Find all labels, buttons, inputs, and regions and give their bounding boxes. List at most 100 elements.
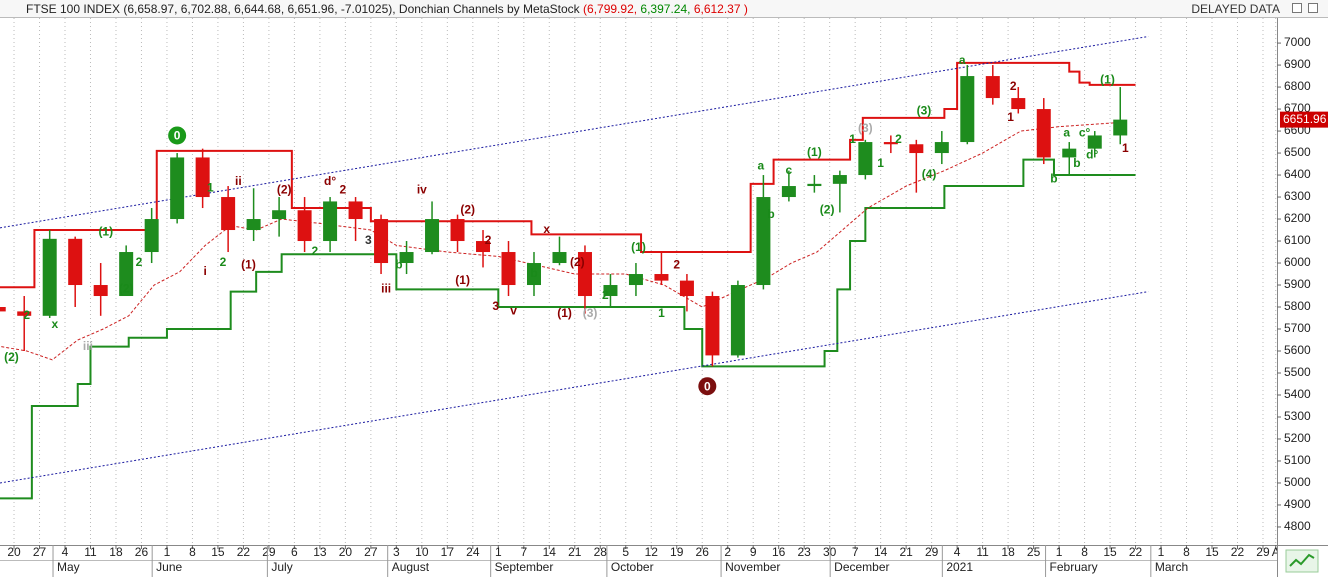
wave-label: x [51, 317, 58, 331]
candle-body [348, 201, 363, 220]
candle-body [195, 157, 210, 198]
candle-body [297, 210, 312, 242]
month-label: March [1155, 560, 1188, 574]
y-tick-label: 5600 [1284, 343, 1311, 357]
wave-label: v [510, 304, 517, 318]
wave-marker [168, 126, 187, 145]
x-tick-label: 7 [520, 545, 527, 559]
wave-label: (1) [98, 224, 113, 238]
candle-body [42, 238, 57, 316]
candle-body [68, 238, 83, 286]
wave-label: 2 [673, 257, 680, 271]
wave-label: 1 [1122, 141, 1129, 155]
candle-body [374, 219, 389, 264]
wave-label: d° [1086, 147, 1098, 161]
y-tick-label: 6100 [1284, 233, 1311, 247]
wave-label: (2) [570, 255, 585, 269]
x-tick-label: 3 [393, 545, 400, 559]
candle-body [1036, 109, 1051, 158]
wave-label: 2 [311, 244, 318, 258]
wave-label: (2) [820, 202, 835, 216]
x-tick-label: 8 [189, 545, 196, 559]
wave-label: 2 [485, 233, 492, 247]
wave-marker [698, 377, 717, 396]
x-tick-label: 24 [466, 545, 480, 559]
wave-label: iii [381, 282, 391, 296]
candle-body [807, 183, 822, 187]
candle-body [93, 285, 108, 297]
wave-label: d° [324, 174, 336, 188]
candle-body [654, 274, 669, 281]
wave-label: (1) [631, 240, 646, 254]
candle-body [425, 219, 440, 253]
x-tick-label: 14 [874, 545, 888, 559]
channel-trend-lower [0, 291, 1149, 484]
last-price-label: 6651.96 [1283, 112, 1327, 126]
month-label: December [834, 560, 889, 574]
wave-label: (1) [241, 257, 256, 271]
x-tick-label: 13 [313, 545, 327, 559]
y-tick-label: 5500 [1284, 365, 1311, 379]
header-bar: FTSE 100 INDEX (6,658.97, 6,702.88, 6,64… [0, 0, 1328, 18]
wave-label: 0 [704, 379, 711, 393]
x-tick-label: 21 [568, 545, 582, 559]
wave-label: b [1073, 156, 1080, 170]
candle-body [450, 219, 465, 242]
wave-label: 2 [602, 288, 609, 302]
wave-label: 2 [23, 308, 30, 322]
wave-label: 3 [365, 233, 372, 247]
wave-label: 2 [220, 255, 227, 269]
candle-body [679, 280, 694, 297]
y-tick-label: 5900 [1284, 277, 1311, 291]
x-tick-label: 28 [594, 545, 608, 559]
wave-label: (1) [455, 273, 470, 287]
candle-body [399, 252, 414, 264]
wave-label: (1) [1100, 73, 1115, 87]
x-tick-label: 15 [211, 545, 225, 559]
y-tick-label: 5400 [1284, 387, 1311, 401]
x-tick-label: A [1272, 545, 1280, 559]
date-axis: 20 27 4 11 18 26 1 8 15 22 29 6 13 20 27 3 10 17 24 1 7 14 21 2… [7, 545, 1280, 577]
month-label: July [271, 560, 292, 574]
x-tick-label: 19 [670, 545, 684, 559]
wave-label: 1 [849, 132, 856, 146]
candle-body [221, 197, 236, 231]
x-tick-label: 6 [291, 545, 298, 559]
last-price-box [1280, 111, 1328, 128]
x-tick-label: 7 [852, 545, 859, 559]
x-tick-label: 15 [1205, 545, 1219, 559]
x-tick-label: 4 [954, 545, 961, 559]
y-tick-label: 4800 [1284, 519, 1311, 533]
x-tick-label: 1 [1158, 545, 1165, 559]
wave-label: 0 [174, 129, 181, 143]
y-tick-label: 6300 [1284, 189, 1311, 203]
x-tick-label: 15 [1103, 545, 1117, 559]
wave-label: 2 [895, 132, 902, 146]
wave-label: (2) [119, 282, 134, 296]
candle-body [756, 197, 771, 286]
y-tick-label: 6500 [1284, 145, 1311, 159]
month-label: November [725, 560, 780, 574]
close-button[interactable] [1308, 3, 1318, 13]
wave-label: b [767, 207, 774, 221]
wave-label: a [758, 158, 765, 172]
channel-middle [1, 121, 1123, 361]
y-tick-label: 4900 [1284, 497, 1311, 511]
wave-label: iii [83, 339, 93, 353]
wave-label: ii [235, 174, 242, 188]
x-tick-label: 18 [109, 545, 123, 559]
value-axis: 4800 4900 5000 5100 5200 5300 5400 5500 5600 5700… [1277, 35, 1328, 533]
channel-lower [0, 158, 1136, 500]
candle-body [705, 296, 720, 356]
wave-label: a [959, 53, 966, 67]
candle-body [985, 76, 1000, 99]
corner-icon[interactable] [1285, 549, 1319, 573]
month-label: August [392, 560, 430, 574]
restore-button[interactable] [1292, 3, 1302, 13]
wave-label: a [1063, 125, 1070, 139]
y-tick-label: 7000 [1284, 35, 1311, 49]
grid [13, 18, 1277, 545]
wave-label: (2) [277, 183, 292, 197]
wave-label: 1 [658, 306, 665, 320]
candle-body [1062, 148, 1077, 158]
